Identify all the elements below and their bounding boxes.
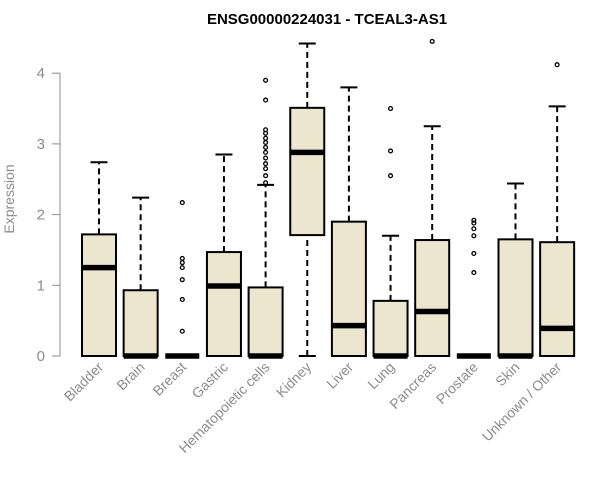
outlier-point [263, 155, 269, 161]
outlier-point [471, 217, 477, 223]
iqr-box [330, 220, 367, 357]
box-group [330, 86, 367, 357]
iqr-box [247, 286, 284, 357]
outlier-point [471, 270, 477, 276]
chart-title: ENSG00000224031 - TCEAL3-AS1 [207, 11, 447, 28]
y-axis-ticks: 0 1 2 3 4 [37, 65, 60, 365]
outlier-point [387, 106, 394, 112]
box-group [81, 161, 117, 357]
y-axis-label: Expression [1, 164, 17, 233]
outlier-point [179, 200, 185, 206]
iqr-box [539, 241, 576, 358]
box-group [289, 42, 326, 357]
outlier-point [263, 127, 269, 133]
x-tick-label: Liver [323, 359, 356, 392]
box-group [122, 196, 159, 359]
iqr-box [81, 233, 117, 357]
outlier-point [471, 250, 477, 257]
outlier-point [179, 328, 185, 334]
outlier-point [429, 38, 435, 44]
outlier-point [387, 173, 394, 179]
outlier-point [263, 144, 269, 150]
iqr-box [414, 239, 451, 357]
x-tick-label: Lung [364, 359, 397, 392]
outlier-point [179, 265, 185, 271]
outlier-point [387, 148, 394, 154]
outlier-point [263, 97, 269, 103]
outlier-point [179, 260, 185, 266]
x-tick-label: Kidney [273, 359, 315, 401]
box-group [497, 182, 534, 359]
outlier-point [263, 139, 269, 146]
box-group [205, 153, 242, 357]
outlier-point [471, 226, 477, 232]
box-group [372, 106, 409, 359]
iqr-box [372, 299, 409, 358]
boxes [81, 38, 576, 359]
box-group [165, 200, 200, 359]
outlier-point [554, 62, 560, 68]
x-tick-label: Breast [149, 359, 189, 399]
x-tick-label: Bladder [61, 359, 107, 405]
outlier-point [263, 180, 269, 186]
iqr-box [122, 289, 159, 357]
outlier-point [263, 173, 269, 179]
outlier-point [471, 220, 477, 226]
box-group [247, 77, 284, 359]
outlier-point [471, 233, 477, 239]
outlier-point [263, 77, 269, 83]
y-tick-label: 3 [37, 136, 45, 153]
outlier-point [263, 166, 269, 172]
outlier-point [179, 296, 185, 302]
iqr-box [205, 251, 242, 357]
y-tick-label: 2 [37, 207, 45, 224]
outlier-point [179, 277, 185, 283]
outlier-point [263, 135, 269, 141]
y-tick-label: 0 [37, 348, 45, 365]
box-group [414, 38, 451, 357]
iqr-box [289, 106, 326, 237]
x-tick-label: Prostate [433, 359, 481, 407]
iqr-box [497, 238, 534, 357]
outlier-point [263, 149, 269, 155]
x-tick-label: Brain [113, 359, 147, 393]
y-tick-label: 4 [37, 65, 45, 82]
box-group [539, 62, 576, 358]
box-group [456, 217, 491, 359]
x-tick-label: Unknown / Other [479, 359, 565, 445]
y-tick-label: 1 [37, 277, 45, 294]
x-tick-label: Skin [492, 359, 523, 390]
outlier-point [179, 255, 185, 261]
outlier-point [263, 161, 269, 167]
